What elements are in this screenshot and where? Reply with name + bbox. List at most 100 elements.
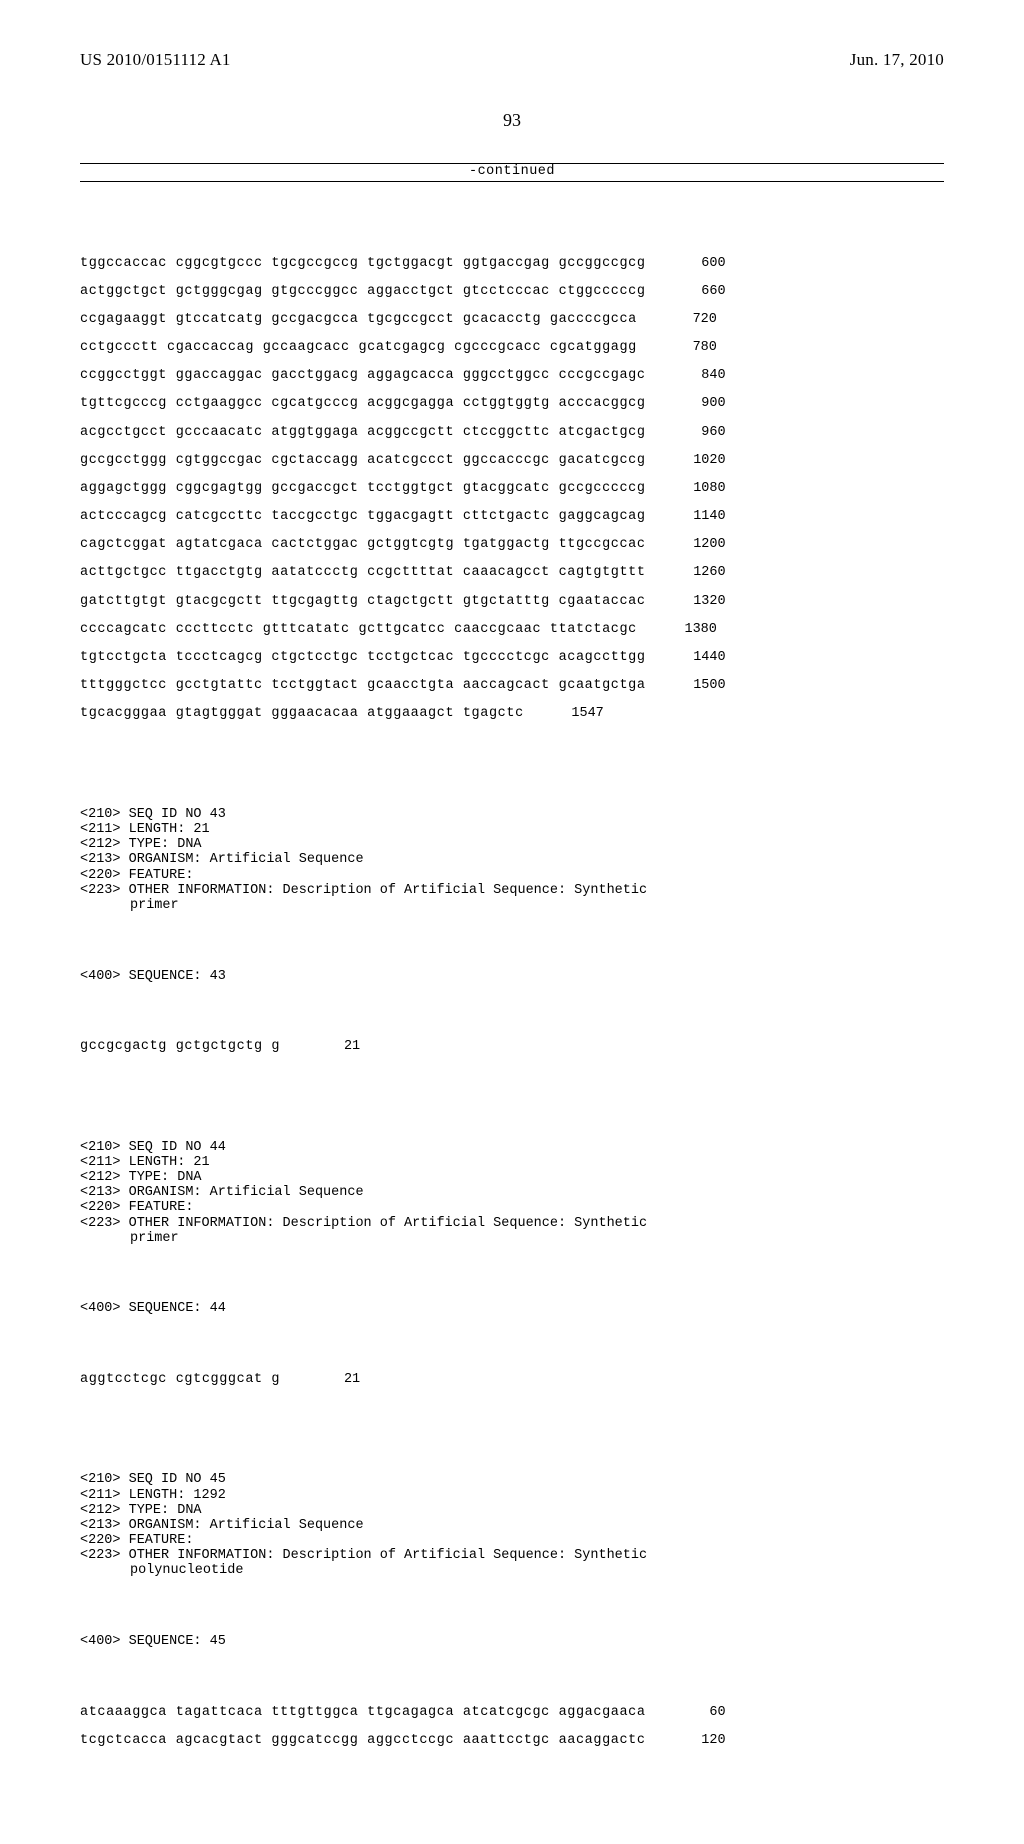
sequence-row: atcaaaggca tagattcaca tttgttggca ttgcaga… (80, 1706, 944, 1720)
sequence-text: gccgcctggg cgtggccgac cgctaccagg acatcgc… (80, 454, 646, 468)
sequence-position: 1140 (670, 510, 726, 524)
sequence-row: tgtcctgcta tccctcagcg ctgctcctgc tcctgct… (80, 651, 944, 665)
meta-line: <210> SEQ ID NO 45 (80, 1473, 944, 1487)
sequence-position: 780 (661, 341, 717, 355)
sequence-row: tttgggctcc gcctgtattc tcctggtact gcaacct… (80, 679, 944, 693)
seq43-label: <400> SEQUENCE: 43 (80, 970, 944, 984)
sequence-text: acgcctgcct gcccaacatc atggtggaga acggccg… (80, 426, 646, 440)
sequence-listing: tggccaccac cggcgtgccc tgcgccgccg tgctgga… (80, 200, 944, 1804)
sequence-row: tgttcgcccg cctgaaggcc cgcatgcccg acggcga… (80, 397, 944, 411)
sequence-row: aggtcctcgc cgtcgggcat g 21 (80, 1373, 944, 1387)
sequence-position: 21 (304, 1040, 360, 1054)
seq44-meta: <210> SEQ ID NO 44<211> LENGTH: 21<212> … (80, 1141, 944, 1246)
meta-line: <211> LENGTH: 21 (80, 823, 944, 837)
sequence-row: gccgcctggg cgtggccgac cgctaccagg acatcgc… (80, 454, 944, 468)
sequence-text: actggctgct gctgggcgag gtgcccggcc aggacct… (80, 285, 646, 299)
meta-line: <211> LENGTH: 1292 (80, 1489, 944, 1503)
meta-line: <223> OTHER INFORMATION: Description of … (80, 884, 944, 898)
sequence-row: gccgcgactg gctgctgctg g 21 (80, 1040, 944, 1054)
meta-line: <223> OTHER INFORMATION: Description of … (80, 1549, 944, 1563)
sequence-row: tggccaccac cggcgtgccc tgcgccgccg tgctgga… (80, 257, 944, 271)
sequence-text: tttgggctcc gcctgtattc tcctggtact gcaacct… (80, 679, 646, 693)
meta-line: <223> OTHER INFORMATION: Description of … (80, 1217, 944, 1231)
continued-label: -continued (80, 164, 944, 181)
sequence-text: ccgagaaggt gtccatcatg gccgacgcca tgcgccg… (80, 313, 637, 327)
sequence-text: tcgctcacca agcacgtact gggcatccgg aggcctc… (80, 1734, 646, 1748)
meta-line: <211> LENGTH: 21 (80, 1156, 944, 1170)
sequence-text: gccgcgactg gctgctgctg g (80, 1040, 280, 1054)
sequence-position: 840 (670, 369, 726, 383)
sequence-row: acgcctgcct gcccaacatc atggtggaga acggccg… (80, 426, 944, 440)
sequence-text: tgtcctgcta tccctcagcg ctgctcctgc tcctgct… (80, 651, 646, 665)
sequence-text: tgcacgggaa gtagtgggat gggaacacaa atggaaa… (80, 707, 524, 721)
sequence-position: 1200 (670, 538, 726, 552)
sequence-text: tggccaccac cggcgtgccc tgcgccgccg tgctgga… (80, 257, 646, 271)
sequence-position: 600 (670, 257, 726, 271)
sequence-row: cagctcggat agtatcgaca cactctggac gctggtc… (80, 538, 944, 552)
continued-section: -continued (80, 163, 944, 182)
sequence-row: ccggcctggt ggaccaggac gacctggacg aggagca… (80, 369, 944, 383)
sequence-position: 1380 (661, 623, 717, 637)
sequence-row: tcgctcacca agcacgtact gggcatccgg aggcctc… (80, 1734, 944, 1748)
sequence-text: actcccagcg catcgccttc taccgcctgc tggacga… (80, 510, 646, 524)
meta-line-indent: primer (80, 899, 944, 913)
meta-line: <213> ORGANISM: Artificial Sequence (80, 853, 944, 867)
sequence-text: cctgccctt cgaccaccag gccaagcacc gcatcgag… (80, 341, 637, 355)
sequence-text: aggtcctcgc cgtcgggcat g (80, 1373, 280, 1387)
seq45-rows: atcaaaggca tagattcaca tttgttggca ttgcaga… (80, 1706, 944, 1748)
sequence-position: 1440 (670, 651, 726, 665)
sequence-text: atcaaaggca tagattcaca tttgttggca ttgcaga… (80, 1706, 646, 1720)
sequence-text: ccggcctggt ggaccaggac gacctggacg aggagca… (80, 369, 646, 383)
sequence-row: aggagctggg cggcgagtgg gccgaccgct tcctggt… (80, 482, 944, 496)
sequence-text: cagctcggat agtatcgaca cactctggac gctggtc… (80, 538, 646, 552)
seq45-meta: <210> SEQ ID NO 45 <211> LENGTH: 1292<212… (80, 1473, 944, 1578)
meta-line-indent: primer (80, 1232, 944, 1246)
seq43-meta: <210> SEQ ID NO 43<211> LENGTH: 21<212> … (80, 808, 944, 913)
sequence-text: gatcttgtgt gtacgcgctt ttgcgagttg ctagctg… (80, 595, 646, 609)
seq44-label: <400> SEQUENCE: 44 (80, 1302, 944, 1316)
sequence-position: 21 (304, 1373, 360, 1387)
sequence-position: 720 (661, 313, 717, 327)
sequence-row: acttgctgcc ttgacctgtg aatatccctg ccgcttt… (80, 566, 944, 580)
seq44-rows: aggtcctcgc cgtcgggcat g 21 (80, 1373, 944, 1387)
sequence-position: 1547 (548, 707, 604, 721)
sequence-text: ccccagcatc cccttcctc gtttcatatc gcttgcat… (80, 623, 637, 637)
publication-number: US 2010/0151112 A1 (80, 50, 231, 70)
sequence-position: 900 (670, 397, 726, 411)
sequence-text: tgttcgcccg cctgaaggcc cgcatgcccg acggcga… (80, 397, 646, 411)
sequence-position: 1500 (670, 679, 726, 693)
meta-line: <210> SEQ ID NO 44 (80, 1141, 944, 1155)
rule-bottom (80, 181, 944, 182)
sequence-position: 1320 (670, 595, 726, 609)
sequence-row: gatcttgtgt gtacgcgctt ttgcgagttg ctagctg… (80, 595, 944, 609)
sequence-position: 60 (670, 1706, 726, 1720)
publication-date: Jun. 17, 2010 (850, 50, 944, 70)
sequence-position: 660 (670, 285, 726, 299)
meta-line: <213> ORGANISM: Artificial Sequence (80, 1519, 944, 1533)
meta-line: <220> FEATURE: (80, 869, 944, 883)
meta-line: <212> TYPE: DNA (80, 1504, 944, 1518)
sequence-position: 1080 (670, 482, 726, 496)
sequence-text: aggagctggg cggcgagtgg gccgaccgct tcctggt… (80, 482, 646, 496)
sequence-position: 120 (670, 1734, 726, 1748)
sequence-row: actggctgct gctgggcgag gtgcccggcc aggacct… (80, 285, 944, 299)
sequence-row: cctgccctt cgaccaccag gccaagcacc gcatcgag… (80, 341, 944, 355)
meta-line: <213> ORGANISM: Artificial Sequence (80, 1186, 944, 1200)
sequence-row: actcccagcg catcgccttc taccgcctgc tggacga… (80, 510, 944, 524)
patent-header: US 2010/0151112 A1 Jun. 17, 2010 (80, 50, 944, 70)
seq43-rows: gccgcgactg gctgctgctg g 21 (80, 1040, 944, 1054)
meta-line: <212> TYPE: DNA (80, 838, 944, 852)
meta-line-indent: polynucleotide (80, 1564, 944, 1578)
sequence-row: ccgagaaggt gtccatcatg gccgacgcca tgcgccg… (80, 313, 944, 327)
seq42-rows: tggccaccac cggcgtgccc tgcgccgccg tgctgga… (80, 257, 944, 722)
sequence-position: 1020 (670, 454, 726, 468)
page-number: 93 (80, 110, 944, 131)
meta-line: <220> FEATURE: (80, 1201, 944, 1215)
seq45-label: <400> SEQUENCE: 45 (80, 1635, 944, 1649)
sequence-row: ccccagcatc cccttcctc gtttcatatc gcttgcat… (80, 623, 944, 637)
meta-line: <220> FEATURE: (80, 1534, 944, 1548)
sequence-position: 1260 (670, 566, 726, 580)
sequence-position: 960 (670, 426, 726, 440)
sequence-text: acttgctgcc ttgacctgtg aatatccctg ccgcttt… (80, 566, 646, 580)
meta-line: <210> SEQ ID NO 43 (80, 808, 944, 822)
